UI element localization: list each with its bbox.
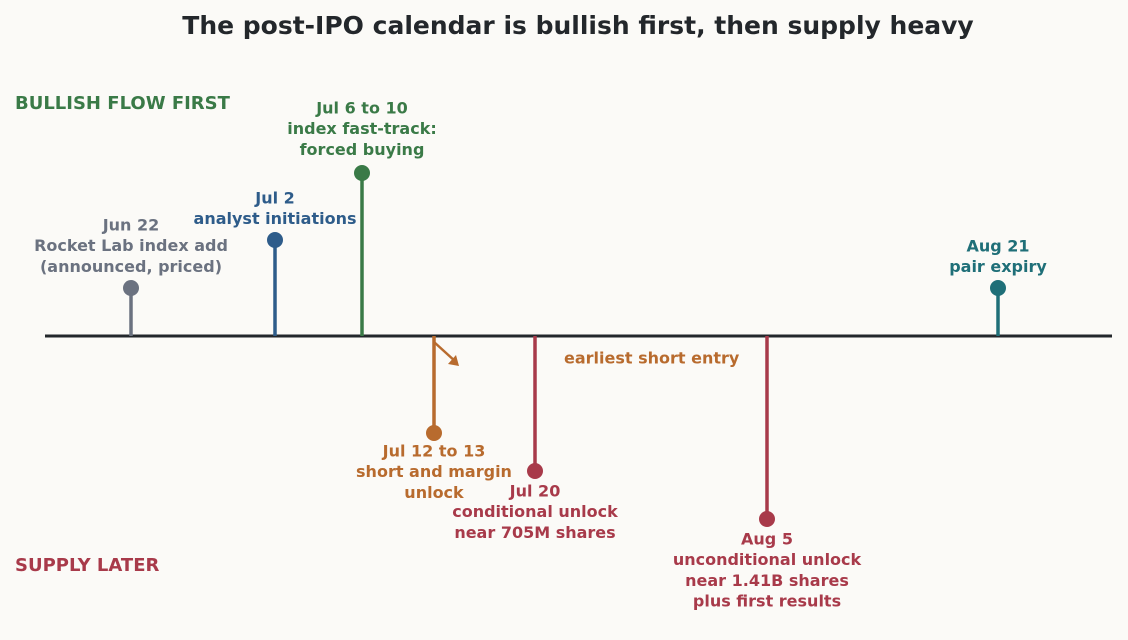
- event-label: forced buying: [300, 140, 425, 159]
- event-date: Jul 6 to 10: [315, 99, 408, 118]
- event-label: conditional unlock: [452, 502, 618, 521]
- event-date: Aug 5: [741, 530, 793, 549]
- event-dot: [527, 463, 543, 479]
- zone-label: SUPPLY LATER: [15, 555, 160, 576]
- event-label: analyst initiations: [194, 209, 357, 228]
- title: The post-IPO calendar is bullish first, …: [182, 11, 973, 40]
- arrow-head: [448, 355, 459, 366]
- zone-label: BULLISH FLOW FIRST: [15, 93, 231, 114]
- event-date: Aug 21: [966, 237, 1029, 256]
- event-label: near 705M shares: [454, 523, 615, 542]
- event-label: unconditional unlock: [673, 550, 862, 569]
- event-dot: [426, 425, 442, 441]
- arrow: [433, 341, 457, 363]
- event-date: Jul 12 to 13: [382, 442, 486, 461]
- annotation: earliest short entry: [564, 349, 740, 368]
- event-dot: [267, 232, 283, 248]
- event-label: Rocket Lab index add: [34, 236, 228, 255]
- event-label: index fast-track:: [287, 119, 437, 138]
- event-dot: [123, 280, 139, 296]
- event-date: Jun 22: [102, 216, 160, 235]
- event-label: unlock: [404, 483, 464, 502]
- event-label: plus first results: [693, 592, 841, 611]
- event-dot: [990, 280, 1006, 296]
- event-date: Jul 20: [509, 482, 561, 501]
- event-label: (announced, priced): [40, 257, 222, 276]
- event-label: near 1.41B shares: [685, 571, 849, 590]
- event-label: short and margin: [356, 462, 512, 481]
- event-dot: [354, 165, 370, 181]
- event-date: Jul 2: [254, 189, 295, 208]
- event-dot: [759, 511, 775, 527]
- event-label: pair expiry: [949, 257, 1047, 276]
